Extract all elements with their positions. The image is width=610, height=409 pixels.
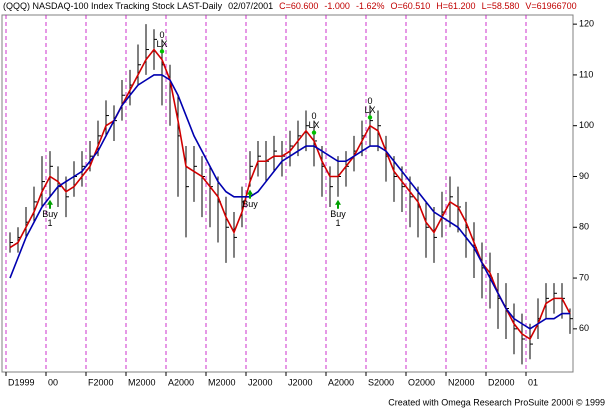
x-tick-label: A2000 [328, 377, 354, 387]
buy-arrow [335, 199, 341, 209]
x-tick-label: 00 [48, 377, 58, 387]
x-tick-label: F2000 [88, 377, 114, 387]
header-part: -1.62% [356, 1, 385, 11]
signal-qty: 0 [159, 30, 164, 40]
header: (QQQ) NASDAQ-100 Index Tracking Stock LA… [3, 1, 577, 11]
x-tick-label: M2000 [128, 377, 156, 387]
x-tick-label: A2000 [168, 377, 194, 387]
header-part: L=58.580 [482, 1, 520, 11]
header-part: 02/07/2001 [228, 1, 273, 11]
header-part: V=61966700 [525, 1, 576, 11]
x-tick-label: M2000 [208, 377, 236, 387]
x-tick-label: J2000 [288, 377, 313, 387]
x-tick-label: D2000 [488, 377, 515, 387]
signal-label: Buy [42, 209, 58, 219]
y-tick-label: 60 [579, 323, 589, 333]
exit-marker [367, 115, 373, 120]
signal-label: Buy [242, 199, 258, 209]
buy-arrow [47, 199, 53, 209]
y-tick-label: 90 [579, 171, 589, 181]
x-tick-label: 01 [528, 377, 538, 387]
y-tick-label: 100 [579, 120, 594, 130]
signal-qty: 0 [311, 111, 316, 121]
buy-arrow [247, 189, 253, 199]
x-tick-label: D1999 [8, 377, 35, 387]
x-tick-label: S2000 [368, 377, 394, 387]
signal-label: LX [156, 39, 167, 49]
signal-qty: 0 [367, 96, 372, 106]
x-tick-label: O2000 [408, 377, 435, 387]
moving-average [9, 48, 571, 341]
signal-label: LX [364, 105, 375, 115]
exit-marker [159, 49, 165, 54]
signal-qty: 1 [47, 218, 52, 228]
y-tick-label: 110 [579, 69, 593, 79]
signal-qty: 1 [335, 218, 340, 228]
header-part: (QQQ) NASDAQ-100 Index Tracking Stock LA… [3, 1, 223, 11]
header-part: O=60.510 [390, 1, 430, 11]
x-tick-label: J2000 [248, 377, 273, 387]
signal-label: Buy [330, 209, 346, 219]
header-part: H=61.200 [436, 1, 475, 11]
header-part: -1.000 [324, 1, 350, 11]
y-tick-label: 120 [579, 19, 594, 29]
plot-frame [1, 14, 574, 373]
footer: Created with Omega Research ProSuite 200… [388, 397, 605, 407]
signal-label: LX [308, 120, 319, 130]
moving-average [9, 74, 570, 330]
header-part: C=60.600 [279, 1, 318, 11]
y-tick-label: 70 [579, 272, 589, 282]
exit-marker [311, 130, 317, 135]
y-tick-label: 80 [579, 222, 589, 232]
x-tick-label: N2000 [448, 377, 475, 387]
